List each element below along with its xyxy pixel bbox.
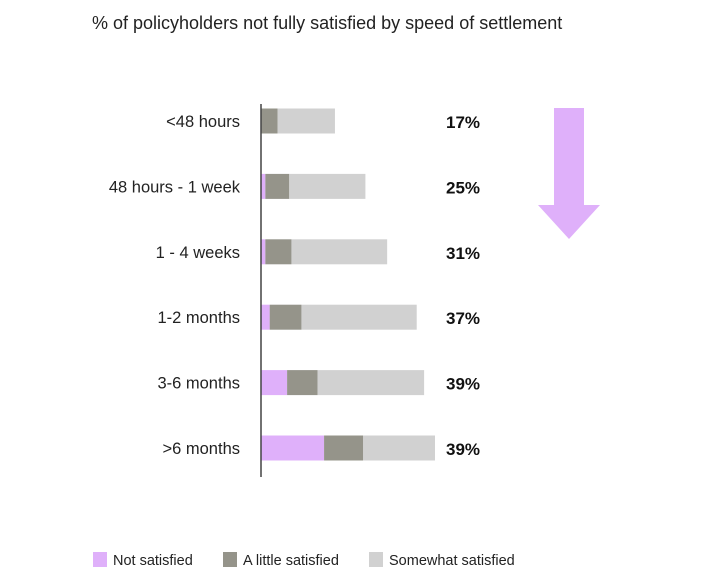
legend-label-a-little-satisfied: A little satisfied xyxy=(243,553,339,569)
category-label: <48 hours xyxy=(166,113,240,131)
bar-segment-somewhat-satisfied-1-2-months xyxy=(301,304,417,330)
bars-layer xyxy=(261,108,435,461)
total-value-label: 37% xyxy=(446,309,480,328)
total-value-label: 39% xyxy=(446,375,480,394)
bar-segment-not-satisfied-6-months xyxy=(261,435,325,461)
bar-segment-a-little-satisfied-3-6-months xyxy=(287,370,318,396)
legend-label-not-satisfied: Not satisfied xyxy=(113,553,193,569)
bar-segment-somewhat-satisfied-48-hours-1-week xyxy=(289,173,366,199)
total-value-label: 31% xyxy=(446,244,480,263)
legend-label-somewhat-satisfied: Somewhat satisfied xyxy=(389,553,515,569)
bar-segment-somewhat-satisfied-48-hours xyxy=(277,108,335,134)
total-value-label: 39% xyxy=(446,440,480,459)
bar-segment-a-little-satisfied-1-2-months xyxy=(269,304,302,330)
bar-segment-not-satisfied-1-2-months xyxy=(261,304,270,330)
category-label: 48 hours - 1 week xyxy=(109,178,241,196)
category-label: >6 months xyxy=(162,440,240,458)
bar-segment-not-satisfied-48-hours-1-week xyxy=(261,173,266,199)
legend-swatch-not-satisfied xyxy=(93,552,107,567)
bar-segment-somewhat-satisfied-6-months xyxy=(363,435,435,461)
bar-segment-somewhat-satisfied-1-4-weeks xyxy=(291,239,388,265)
bar-segment-a-little-satisfied-6-months xyxy=(324,435,364,461)
bar-segment-a-little-satisfied-1-4-weeks xyxy=(265,239,292,265)
category-label: 3-6 months xyxy=(157,375,240,393)
labels-layer: <48 hours 17% 48 hours - 1 week 25% 1 - 4 we… xyxy=(109,113,480,459)
legend-swatch-a-little-satisfied xyxy=(223,552,237,567)
legend: Not satisfied A little satisfied Somewhat … xyxy=(93,552,515,569)
bar-segment-not-satisfied-3-6-months xyxy=(261,370,288,396)
legend-swatch-somewhat-satisfied xyxy=(369,552,383,567)
category-label: 1-2 months xyxy=(157,309,240,327)
bar-segment-somewhat-satisfied-3-6-months xyxy=(317,370,425,396)
chart-title: % of policyholders not fully satisfied b… xyxy=(92,13,562,33)
category-label: 1 - 4 weeks xyxy=(156,244,240,262)
bar-segment-not-satisfied-1-4-weeks xyxy=(261,239,266,265)
total-value-label: 17% xyxy=(446,113,480,132)
total-value-label: 25% xyxy=(446,178,480,197)
down-arrow-icon xyxy=(538,108,600,239)
bar-segment-a-little-satisfied-48-hours xyxy=(261,108,278,134)
bar-segment-a-little-satisfied-48-hours-1-week xyxy=(265,173,290,199)
